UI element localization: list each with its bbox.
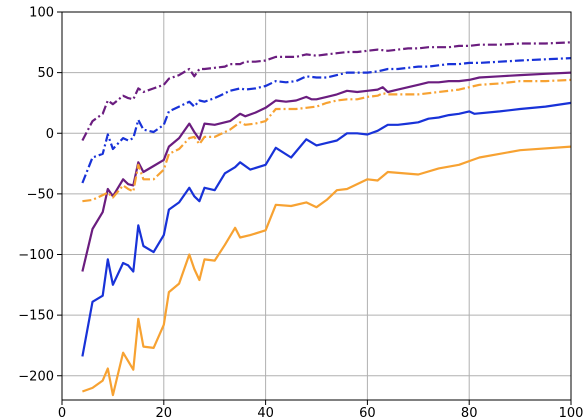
y-tick-label-6: −200 — [18, 369, 54, 384]
x-tick-label-2: 40 — [257, 406, 274, 418]
plot-frame — [61, 11, 572, 401]
y-tick-label-5: −150 — [18, 309, 54, 324]
x-tick-label-4: 80 — [461, 406, 478, 418]
x-tick-label-5: 100 — [559, 406, 584, 418]
series-line-1 — [81, 57, 572, 184]
y-tick-label-2: 0 — [46, 127, 54, 142]
y-tick-label-0: 100 — [29, 6, 54, 21]
series-line-0 — [81, 41, 572, 142]
y-tick-label-1: 50 — [37, 66, 54, 81]
series-line-3 — [82, 78, 572, 203]
x-tick-labels: 0 20 40 60 80 100 — [58, 406, 584, 418]
series-line-5 — [82, 145, 572, 397]
series-group — [81, 41, 572, 397]
x-tick-label-0: 0 — [58, 406, 66, 418]
x-tick-label-1: 20 — [156, 406, 173, 418]
series-line-2 — [81, 71, 572, 272]
y-tick-label-3: −50 — [27, 187, 54, 202]
y-tick-labels: 100 50 0 −50 −100 −150 −200 — [18, 6, 54, 385]
y-tick-label-4: −100 — [18, 248, 54, 263]
tick-marks — [57, 11, 572, 405]
series-line-4 — [81, 101, 572, 357]
x-tick-label-3: 60 — [359, 406, 376, 418]
